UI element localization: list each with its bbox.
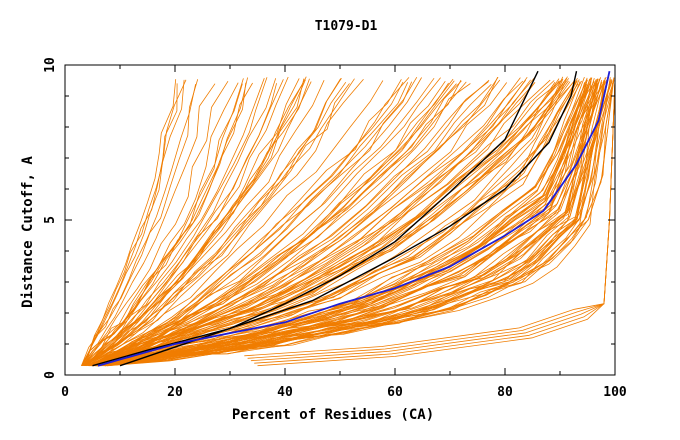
orange-model-line — [87, 79, 402, 367]
orange-model-line — [97, 83, 602, 367]
orange-model-line — [101, 79, 612, 367]
orange-model-line — [84, 82, 304, 367]
plot-lines — [81, 70, 616, 367]
orange-model-line — [96, 83, 590, 367]
orange-model-line — [90, 84, 492, 367]
orange-model-line — [92, 80, 560, 367]
orange-model-line — [107, 77, 611, 367]
orange-model-line — [102, 80, 615, 367]
orange-model-line — [81, 83, 178, 366]
orange-model-line — [92, 77, 567, 367]
orange-model-line — [92, 78, 560, 367]
x-tick-label: 20 — [167, 385, 183, 400]
orange-model-line — [106, 77, 615, 367]
black-model-line — [92, 71, 578, 367]
orange-model-line — [100, 79, 613, 367]
orange-model-line — [81, 84, 196, 366]
orange-model-line — [89, 80, 446, 367]
orange-model-line — [81, 80, 229, 366]
blue-model-line — [97, 71, 611, 367]
y-axis-label: Distance Cutoff, A — [20, 156, 36, 308]
orange-model-line — [85, 77, 342, 367]
x-tick-label: 40 — [277, 385, 293, 400]
orange-model-line — [86, 81, 347, 367]
orange-model-line — [81, 79, 199, 366]
orange-model-line — [88, 76, 418, 367]
orange-model-line — [83, 77, 268, 367]
orange-model-line — [91, 77, 535, 367]
x-tick-label: 60 — [387, 385, 403, 400]
x-tick-label: 80 — [497, 385, 513, 400]
orange-model-line — [81, 83, 216, 366]
orange-model-line — [82, 82, 253, 367]
orange-model-line — [94, 80, 569, 367]
orange-model-line — [96, 76, 585, 367]
orange-model-line — [86, 78, 364, 367]
orange-model-line — [86, 80, 384, 367]
y-tick-label: 10 — [43, 57, 58, 73]
orange-model-line — [85, 81, 312, 366]
orange-model-line — [104, 80, 596, 367]
orange-model-line — [86, 78, 355, 367]
x-tick-label: 0 — [61, 385, 69, 400]
orange-model-line — [96, 82, 589, 367]
orange-model-line — [89, 80, 462, 367]
y-tick-label: 0 — [43, 371, 58, 379]
orange-model-line — [96, 80, 594, 367]
axis-ticks: 0 20 40 60 80 100 0 5 10 — [43, 57, 627, 400]
orange-model-line — [99, 79, 602, 367]
orange-model-line — [90, 79, 501, 367]
orange-model-line — [84, 79, 306, 367]
orange-model-line — [81, 83, 243, 366]
x-axis-label: Percent of Residues (CA) — [232, 407, 434, 423]
chart-title: T1079-D1 — [315, 19, 378, 34]
orange-model-line — [83, 83, 277, 366]
orange-model-line — [91, 79, 527, 367]
y-tick-label: 5 — [43, 216, 58, 224]
orange-model-line — [81, 78, 244, 366]
x-tick-label: 100 — [603, 385, 627, 400]
orange-model-line — [81, 79, 177, 366]
orange-model-line — [95, 77, 588, 367]
orange-model-line — [89, 78, 454, 367]
orange-model-line — [89, 83, 457, 367]
orange-model-line — [92, 80, 565, 367]
orange-model-line — [81, 79, 185, 366]
orange-model-line — [81, 82, 239, 366]
orange-model-line — [90, 76, 499, 367]
orange-model-line — [106, 80, 608, 367]
